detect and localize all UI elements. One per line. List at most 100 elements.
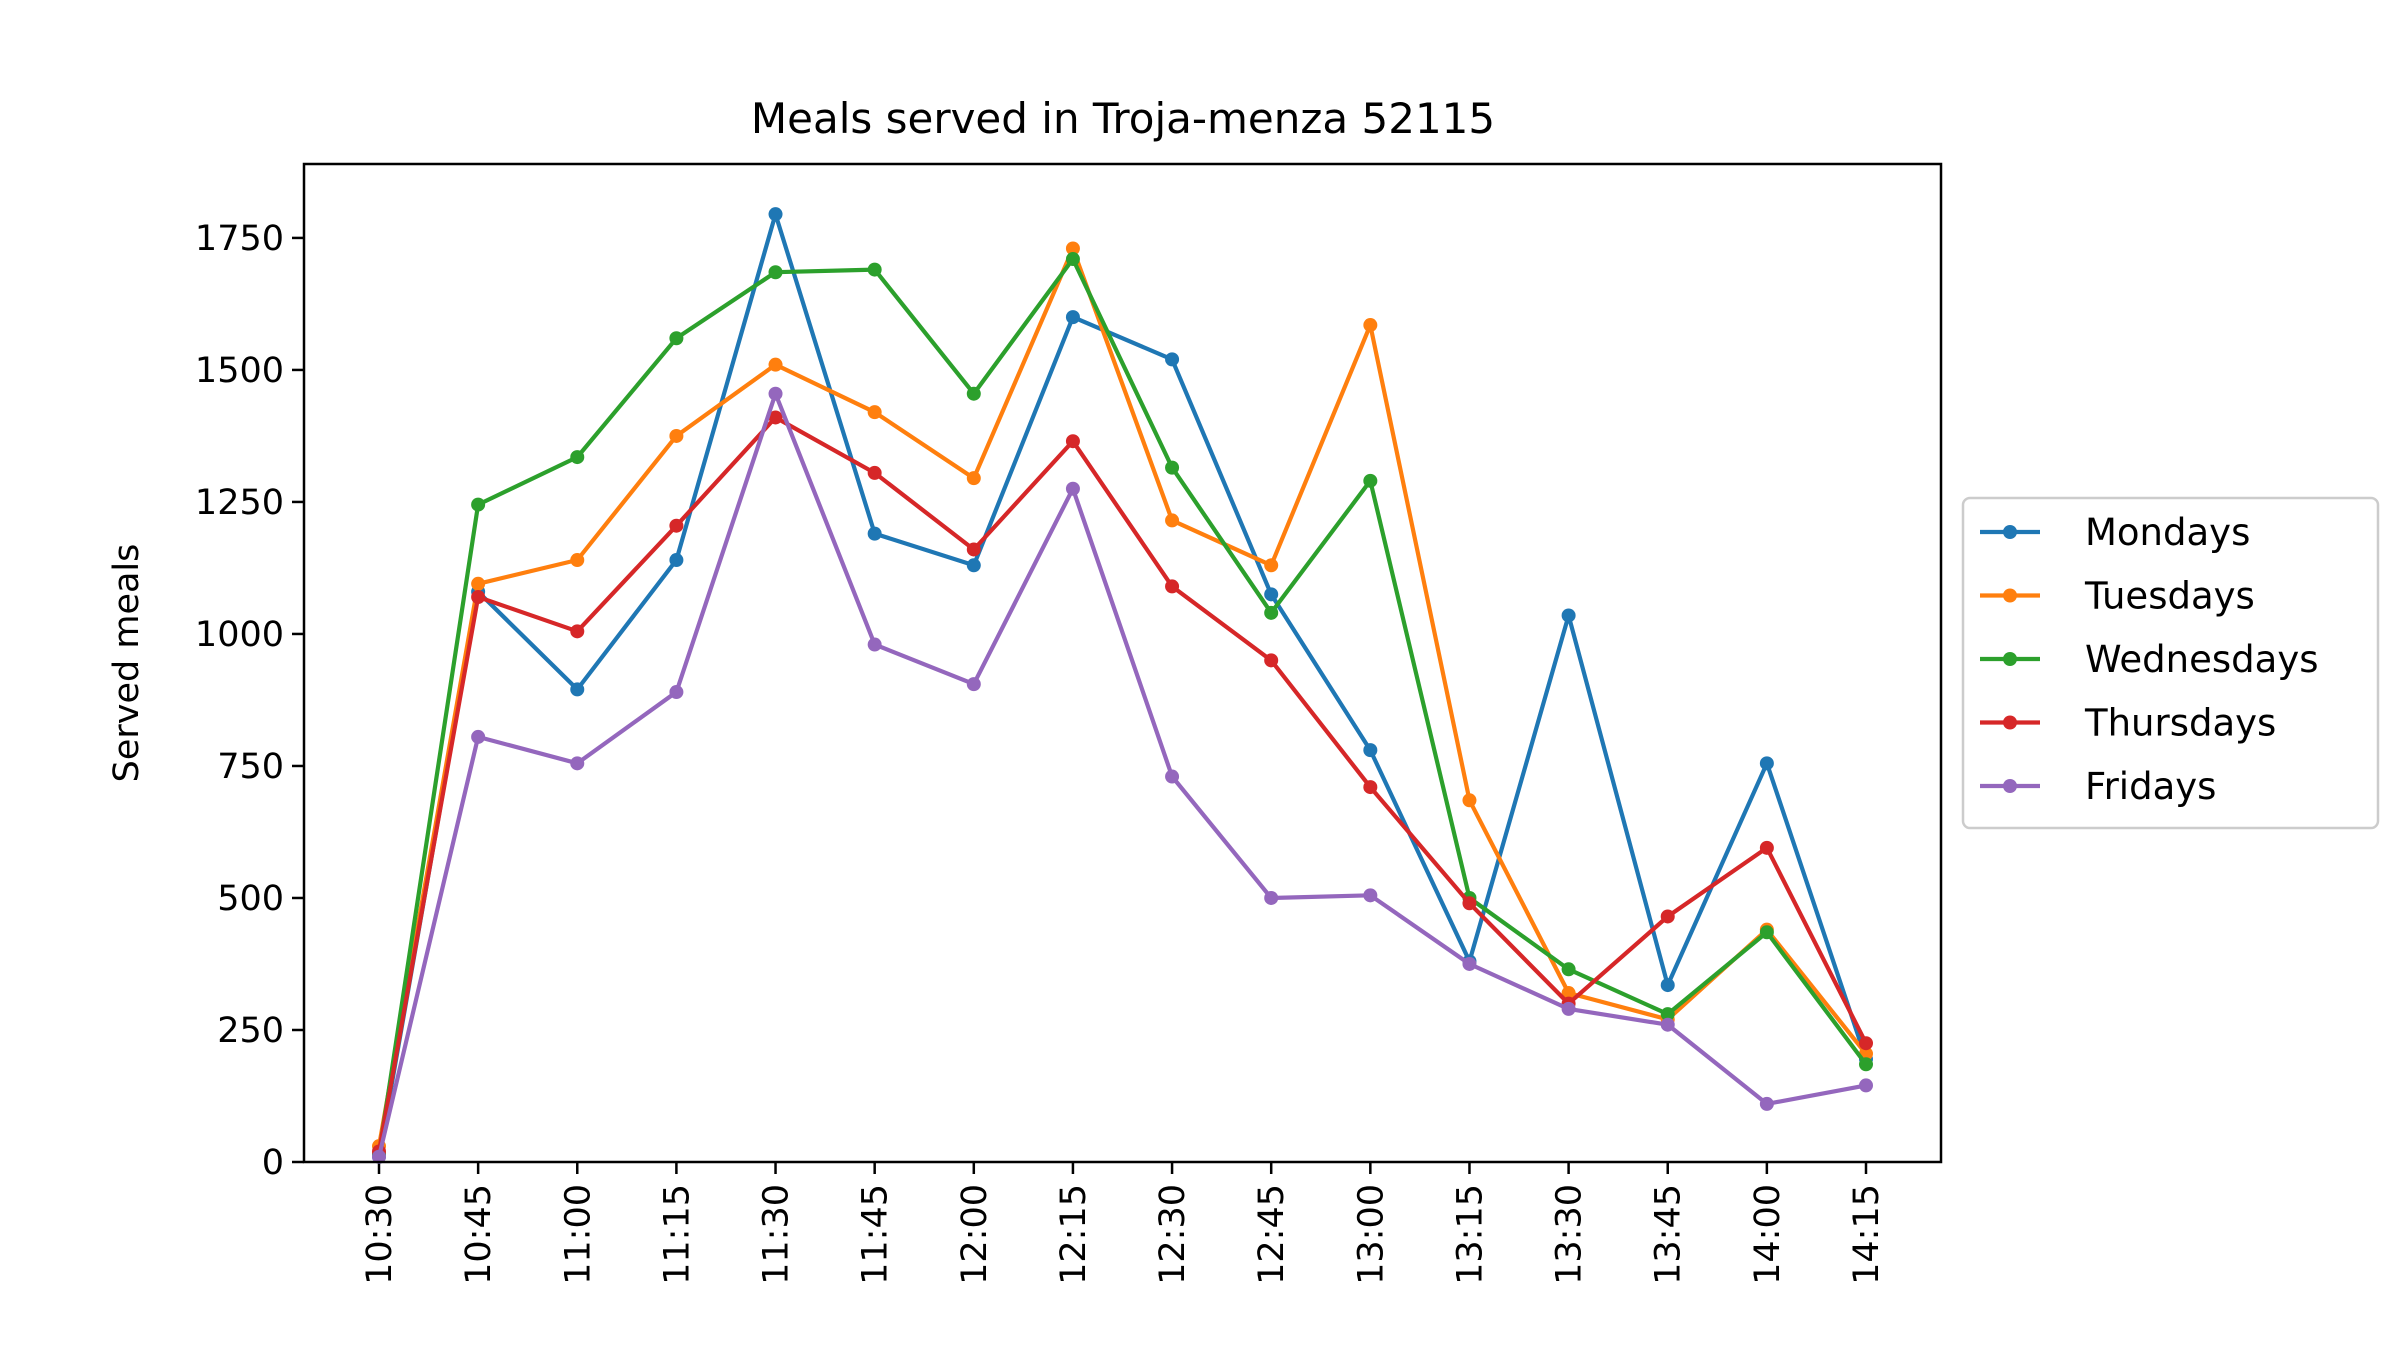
x-tick-label: 10:30 xyxy=(360,1184,400,1285)
y-tick-label: 0 xyxy=(262,1143,284,1183)
x-tick-label: 14:15 xyxy=(1847,1184,1887,1285)
data-point-wednesdays xyxy=(1264,605,1279,620)
data-point-mondays xyxy=(1561,608,1576,623)
data-point-wednesdays xyxy=(570,450,585,465)
x-tick-label: 13:00 xyxy=(1351,1184,1391,1285)
data-point-wednesdays xyxy=(1065,252,1080,267)
data-point-tuesdays xyxy=(471,576,486,591)
data-point-thursdays xyxy=(867,465,882,480)
data-point-fridays xyxy=(471,729,486,744)
series-line-thursdays xyxy=(376,415,1869,1154)
plot-frame xyxy=(302,162,1943,1164)
chart-title: Meals served in Troja-menza 52115 xyxy=(751,94,1495,143)
data-point-thursdays xyxy=(471,589,486,604)
data-point-thursdays xyxy=(669,518,684,533)
data-point-mondays xyxy=(669,553,684,568)
x-tick-label: 11:00 xyxy=(558,1184,598,1285)
legend-label-fridays: Fridays xyxy=(2085,765,2216,808)
legend: Mondays Tuesdays Wednesdays Thursdays Friday… xyxy=(1961,496,2380,830)
data-point-fridays xyxy=(867,637,882,652)
data-point-tuesdays xyxy=(669,428,684,443)
x-axis: 10:30 10:45 11:00 11:15 11:30 11:45 12:00 12:15… xyxy=(360,1162,1887,1285)
x-tick-label: 12:45 xyxy=(1252,1184,1292,1285)
data-point-thursdays xyxy=(1165,579,1180,594)
data-point-thursdays xyxy=(1660,909,1675,924)
series-layer xyxy=(372,207,1873,1164)
data-point-wednesdays xyxy=(1859,1057,1873,1072)
y-tick-label: 250 xyxy=(217,1011,284,1051)
x-tick-label: 11:30 xyxy=(757,1184,797,1285)
data-point-mondays xyxy=(768,207,783,222)
data-point-fridays xyxy=(1561,1001,1576,1016)
data-point-fridays xyxy=(669,685,684,700)
data-point-thursdays xyxy=(1264,653,1279,668)
x-tick-label: 12:15 xyxy=(1054,1184,1094,1285)
data-point-wednesdays xyxy=(768,265,783,280)
data-point-tuesdays xyxy=(966,471,981,486)
data-point-mondays xyxy=(1363,743,1378,758)
series-line-fridays xyxy=(376,391,1869,1160)
data-point-fridays xyxy=(1660,1017,1675,1032)
data-point-tuesdays xyxy=(768,357,783,372)
data-point-thursdays xyxy=(768,410,783,425)
data-point-tuesdays xyxy=(570,553,585,568)
series-line-wednesdays xyxy=(376,256,1869,1157)
x-tick-label: 13:45 xyxy=(1649,1184,1689,1285)
data-point-wednesdays xyxy=(867,262,882,277)
legend-marker-fridays xyxy=(2003,779,2017,793)
data-point-wednesdays xyxy=(1561,962,1576,977)
y-axis: 0 250 500 750 1000 1250 1500 1750 xyxy=(195,219,304,1183)
series-line-tuesdays xyxy=(376,246,1869,1149)
y-tick-label: 1500 xyxy=(195,351,284,391)
data-point-fridays xyxy=(1759,1096,1774,1111)
data-point-fridays xyxy=(1859,1078,1873,1093)
data-point-mondays xyxy=(867,526,882,541)
x-tick-label: 12:00 xyxy=(955,1184,995,1285)
x-tick-label: 10:45 xyxy=(459,1184,499,1285)
x-tick-label: 14:00 xyxy=(1748,1184,1788,1285)
data-point-thursdays xyxy=(1363,780,1378,795)
legend-marker-tuesdays xyxy=(2003,588,2017,603)
y-axis-label: Served meals xyxy=(107,544,147,783)
data-point-fridays xyxy=(372,1149,386,1164)
data-point-thursdays xyxy=(570,624,585,639)
data-point-wednesdays xyxy=(669,331,684,346)
data-point-fridays xyxy=(768,386,783,401)
data-point-wednesdays xyxy=(1660,1007,1675,1022)
data-point-wednesdays xyxy=(1363,473,1378,488)
y-tick-label: 1750 xyxy=(195,219,284,259)
x-tick-label: 11:15 xyxy=(657,1184,697,1285)
data-point-thursdays xyxy=(1462,896,1477,911)
data-point-tuesdays xyxy=(1165,513,1180,528)
data-point-tuesdays xyxy=(867,405,882,420)
data-point-wednesdays xyxy=(471,497,486,512)
data-point-fridays xyxy=(1363,888,1378,903)
legend-marker-wednesdays xyxy=(2003,652,2017,666)
data-point-mondays xyxy=(1264,587,1279,602)
data-point-fridays xyxy=(570,756,585,771)
legend-label-wednesdays: Wednesdays xyxy=(2085,638,2319,681)
y-tick-label: 1000 xyxy=(195,615,284,655)
data-point-mondays xyxy=(1660,978,1675,993)
data-point-mondays xyxy=(1759,756,1774,771)
legend-marker-thursdays xyxy=(2003,715,2017,730)
data-point-thursdays xyxy=(1759,840,1774,855)
y-tick-label: 1250 xyxy=(195,483,284,523)
x-tick-label: 11:45 xyxy=(856,1184,896,1285)
data-point-tuesdays xyxy=(1363,318,1378,333)
series-line-mondays xyxy=(376,212,1869,1160)
y-tick-label: 500 xyxy=(217,879,284,919)
data-point-tuesdays xyxy=(1065,241,1080,256)
data-point-mondays xyxy=(570,682,585,697)
data-point-fridays xyxy=(1065,481,1080,496)
legend-label-thursdays: Thursdays xyxy=(2084,702,2276,745)
data-point-fridays xyxy=(1165,769,1180,784)
data-point-tuesdays xyxy=(1462,793,1477,808)
data-point-fridays xyxy=(1462,956,1477,971)
data-point-fridays xyxy=(1264,890,1279,905)
data-point-thursdays xyxy=(1859,1036,1873,1051)
x-tick-label: 12:30 xyxy=(1153,1184,1193,1285)
data-point-wednesdays xyxy=(1165,460,1180,475)
data-point-thursdays xyxy=(966,542,981,557)
